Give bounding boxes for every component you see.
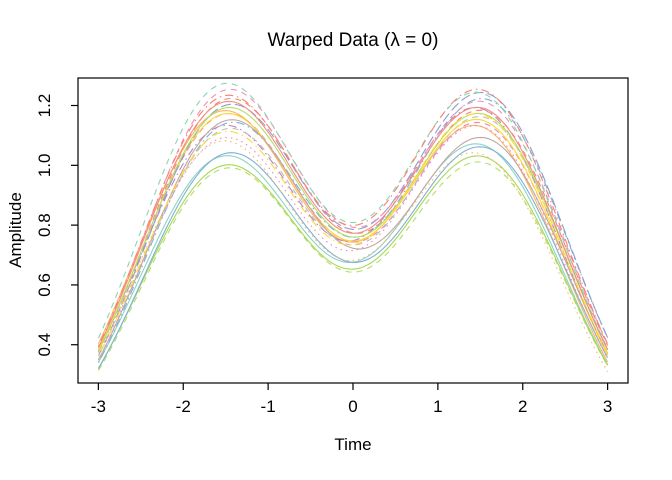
curve-group bbox=[97, 82, 609, 372]
y-tick-label: 1.2 bbox=[35, 94, 54, 118]
curve-f21 bbox=[97, 100, 609, 351]
curve-f14 bbox=[97, 88, 609, 347]
curve-f8 bbox=[97, 116, 609, 361]
curve-f13 bbox=[97, 82, 609, 349]
x-tick-label: 0 bbox=[348, 397, 357, 416]
y-tick-label: 0.8 bbox=[35, 213, 54, 237]
plot-title: Warped Data (λ = 0) bbox=[268, 30, 439, 51]
curve-f5 bbox=[97, 161, 609, 371]
axis-ticks: -3 -2 -1 0 1 2 3 0.4 0.6 0.8 1.0 1.2 bbox=[35, 94, 612, 416]
x-tick-label: 1 bbox=[433, 397, 442, 416]
x-tick-label: -3 bbox=[91, 397, 106, 416]
x-tick-label: -1 bbox=[261, 397, 276, 416]
curve-f11 bbox=[97, 155, 609, 369]
y-axis-label: Amplitude bbox=[6, 192, 25, 268]
curve-f19 bbox=[97, 119, 609, 361]
curve-f17 bbox=[97, 106, 609, 352]
curve-f10 bbox=[97, 91, 609, 356]
curve-f2 bbox=[97, 97, 609, 353]
curve-f15 bbox=[97, 146, 609, 370]
curve-f3 bbox=[97, 98, 609, 363]
curve-f20 bbox=[97, 113, 609, 357]
y-tick-label: 0.6 bbox=[35, 273, 54, 297]
curve-f1 bbox=[97, 143, 609, 365]
curve-f16 bbox=[97, 140, 609, 372]
y-tick-label: 1.0 bbox=[35, 153, 54, 177]
x-tick-label: 2 bbox=[518, 397, 527, 416]
y-tick-label: 0.4 bbox=[35, 333, 54, 357]
curve-f12 bbox=[97, 88, 609, 348]
x-tick-label: -2 bbox=[176, 397, 191, 416]
x-tick-label: 3 bbox=[603, 397, 612, 416]
x-axis-label: Time bbox=[334, 435, 371, 454]
curve-f7 bbox=[97, 107, 609, 356]
